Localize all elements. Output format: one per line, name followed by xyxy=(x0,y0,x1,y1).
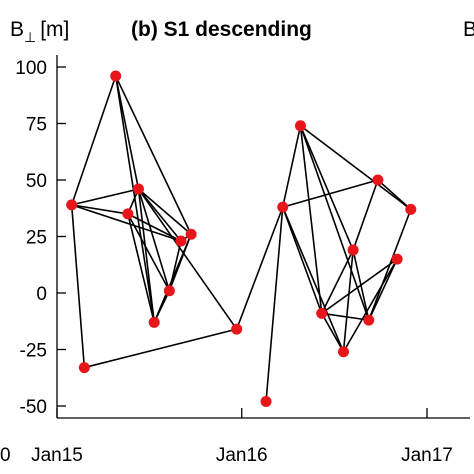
baseline-connection xyxy=(127,213,171,292)
y-tick-label: 50 xyxy=(26,171,47,192)
x-tick-label: Jan16 xyxy=(216,445,268,466)
y-tick-label: 25 xyxy=(26,228,47,249)
acquisition-point xyxy=(372,174,384,186)
baseline-connection xyxy=(321,312,369,321)
baseline-connection xyxy=(71,204,128,215)
acquisition-point xyxy=(316,307,328,319)
baseline-connection xyxy=(137,188,171,291)
baseline-connection xyxy=(235,206,284,330)
acquisition-point xyxy=(277,201,289,213)
chart-title: (b) S1 descending xyxy=(131,18,312,41)
baseline-connection xyxy=(70,75,117,206)
acquisition-point xyxy=(185,228,197,240)
baseline-connection xyxy=(377,179,412,210)
y-tick-label: 100 xyxy=(15,58,47,79)
acquisition-point xyxy=(122,208,134,220)
baseline-connection xyxy=(321,249,354,314)
acquisition-point xyxy=(66,199,78,211)
acquisition-point xyxy=(231,323,243,335)
acquisition-point xyxy=(175,235,187,247)
baseline-connection xyxy=(137,188,155,323)
acquisition-point xyxy=(110,70,122,82)
baseline-connection xyxy=(71,204,182,242)
y-tick-label: -50 xyxy=(20,397,47,418)
baseline-connection xyxy=(342,249,354,352)
baseline-connection xyxy=(352,179,379,251)
baseline-connection xyxy=(84,328,237,369)
baseline-connection xyxy=(114,75,140,190)
baseline-connection xyxy=(321,258,398,314)
baseline-connection xyxy=(321,312,345,353)
acquisition-point xyxy=(405,203,417,215)
left-panel-partial-tick: 0 xyxy=(0,445,11,466)
baseline-connection xyxy=(70,204,86,368)
baseline-connection xyxy=(127,213,155,323)
baseline-connection xyxy=(168,240,182,291)
data-points xyxy=(66,70,417,407)
acquisition-point xyxy=(347,244,359,256)
baseline-connection xyxy=(299,125,412,211)
y-tick-label: 0 xyxy=(36,284,47,305)
acquisition-point xyxy=(163,285,175,297)
baseline-connection xyxy=(281,206,323,314)
connection-lines xyxy=(70,75,412,402)
y-tick-label: -25 xyxy=(20,341,47,362)
baseline-connection xyxy=(137,188,192,235)
baseline-connection xyxy=(282,179,379,208)
acquisition-point xyxy=(148,316,160,328)
baseline-connection xyxy=(137,188,238,330)
baseline-connection xyxy=(299,125,323,314)
baseline-connection xyxy=(137,188,182,242)
y-tick-label: 75 xyxy=(26,115,47,136)
axes: 100 75 50 25 0 -25 -50 Jan15 Jan16 Jan17 xyxy=(15,55,470,466)
right-panel-partial-label: B xyxy=(463,18,474,41)
y-axis-label: B⊥ [m] xyxy=(10,18,69,45)
acquisition-point xyxy=(78,362,90,374)
x-tick-label: Jan17 xyxy=(401,445,453,466)
acquisition-point xyxy=(294,120,306,132)
baseline-connection xyxy=(352,249,370,321)
baseline-connection xyxy=(71,188,139,206)
baseline-connection xyxy=(342,258,398,353)
baseline-connection xyxy=(281,125,302,208)
baseline-connection xyxy=(299,125,354,251)
acquisition-point xyxy=(391,253,403,265)
baseline-connection xyxy=(114,75,192,235)
acquisition-point xyxy=(337,346,349,358)
acquisition-point xyxy=(260,395,272,407)
baseline-connection xyxy=(282,206,345,353)
baseline-connection xyxy=(265,207,284,402)
baseline-connection xyxy=(368,258,398,321)
baseline-connection xyxy=(168,233,192,292)
baseline-connection xyxy=(368,209,412,321)
acquisition-point xyxy=(132,183,144,195)
x-tick-label: Jan15 xyxy=(31,445,83,466)
acquisition-point xyxy=(363,314,375,326)
